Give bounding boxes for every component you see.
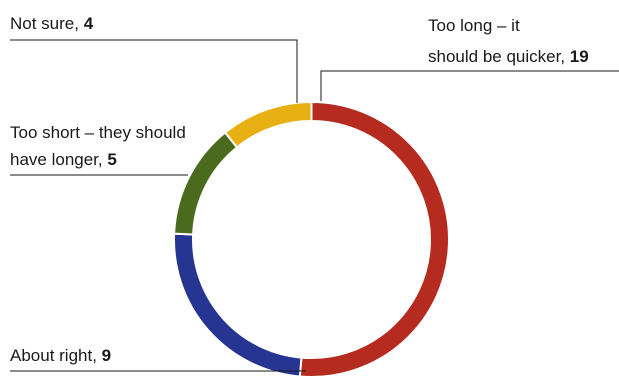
- leader-line-not-sure: [10, 39, 298, 103]
- value-too-short: 5: [107, 150, 116, 169]
- leader-lines: [10, 39, 619, 372]
- value-about-right: 9: [102, 346, 111, 365]
- label-too-short-line-1: Too short – they should: [10, 123, 186, 142]
- label-too-short-text: have longer,: [10, 150, 107, 169]
- value-not-sure: 4: [84, 14, 94, 33]
- label-not-sure-text: Not sure,: [10, 14, 84, 33]
- donut-slice-about-right: [173, 232, 303, 377]
- label-too-long-text: should be quicker,: [428, 47, 570, 66]
- donut-slice-too-long: [298, 100, 450, 377]
- label-about-right-text: About right,: [10, 346, 102, 365]
- label-about-right: About right, 9: [10, 346, 111, 365]
- label-too-long-line-1: Too long – it: [428, 16, 520, 35]
- donut-slice-not-sure: [223, 100, 313, 149]
- label-too-short-line-2: have longer, 5: [10, 150, 117, 169]
- leader-line-too-long: [320, 70, 619, 101]
- label-not-sure: Not sure, 4: [10, 14, 94, 33]
- donut-slices: [173, 100, 450, 377]
- value-too-long: 19: [570, 47, 589, 66]
- slice-labels: Too long – it should be quicker, 19 Not …: [10, 14, 589, 365]
- donut-slice-too-short: [173, 131, 239, 236]
- label-too-long-line-2: should be quicker, 19: [428, 47, 589, 66]
